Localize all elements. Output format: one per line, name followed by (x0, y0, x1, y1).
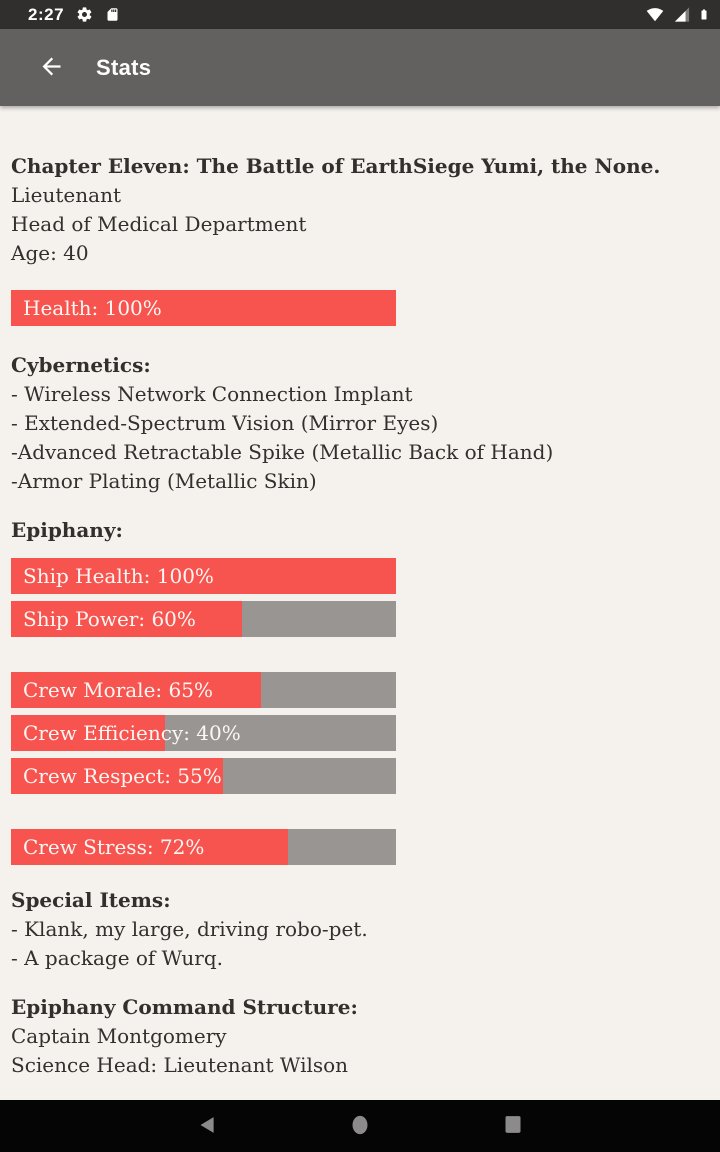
arrow-left-icon (38, 53, 65, 83)
status-bar-left: 2:27 (28, 5, 120, 25)
stat-bar-label: Crew Respect: 55% (23, 764, 222, 788)
stat-bar-label: Health: 100% (23, 296, 162, 320)
stat-bar-fill (11, 672, 262, 708)
ship-bar-group: Ship Health: 100% Ship Power: 60% (11, 558, 396, 637)
cybernetics-item: -Advanced Retractable Spike (Metallic Ba… (11, 440, 554, 464)
android-recents-button[interactable] (437, 1100, 590, 1152)
android-home-button[interactable] (284, 1100, 437, 1152)
character-info: Lieutenant Head of Medical Department Age:… (11, 181, 706, 268)
character-info-line: Lieutenant (11, 183, 121, 207)
app-bar: Stats (0, 29, 720, 106)
sd-card-icon (105, 6, 120, 23)
stat-bar-label: Ship Health: 100% (23, 564, 214, 588)
gear-icon (76, 6, 93, 23)
stat-bar-fill (11, 601, 242, 637)
android-nav-bar (0, 1100, 720, 1152)
command-structure-heading: Epiphany Command Structure: (11, 995, 358, 1019)
stats-content[interactable]: Chapter Eleven: The Battle of EarthSiege… (0, 106, 720, 1100)
back-button[interactable] (31, 48, 71, 88)
command-structure-line: Science Head: Lieutenant Wilson (11, 1053, 349, 1077)
android-home-icon (350, 1113, 370, 1140)
stat-bar-label: Crew Morale: 65% (23, 678, 213, 702)
special-items-list: - Klank, my large, driving robo-pet. - A … (11, 915, 706, 973)
command-structure-section: Epiphany Command Structure: Captain Mont… (11, 993, 706, 1080)
stat-bar: Crew Efficiency: 40% (11, 715, 396, 751)
special-items-heading: Special Items: (11, 888, 171, 912)
android-back-icon (197, 1113, 218, 1140)
stat-bar-fill (11, 558, 396, 594)
status-bar-right (644, 5, 710, 24)
android-back-button[interactable] (131, 1100, 284, 1152)
stress-bar-group: Crew Stress: 72% (11, 829, 396, 865)
cell-signal-icon (673, 6, 691, 23)
stat-bar-label: Crew Efficiency: 40% (23, 721, 241, 745)
stat-bar-fill (11, 715, 165, 751)
page-title: Stats (96, 54, 152, 80)
stat-bar: Ship Health: 100% (11, 558, 396, 594)
android-recents-icon (503, 1113, 523, 1139)
cybernetics-item: - Extended-Spectrum Vision (Mirror Eyes) (11, 411, 439, 435)
stat-bar: Ship Power: 60% (11, 601, 396, 637)
cybernetics-heading: Cybernetics: (11, 353, 151, 377)
special-item: - A package of Wurq. (11, 946, 224, 970)
stat-bar: Crew Respect: 55% (11, 758, 396, 794)
cybernetics-item: -Armor Plating (Metallic Skin) (11, 469, 317, 493)
special-items-section: Special Items: - Klank, my large, drivin… (11, 886, 706, 973)
status-bar: 2:27 (0, 0, 720, 29)
epiphany-heading: Epiphany: (11, 518, 123, 542)
stat-bar-fill (11, 290, 396, 326)
crew-bar-group: Crew Morale: 65% Crew Efficiency: 40% Cr… (11, 672, 396, 794)
chapter-heading: Chapter Eleven: The Battle of EarthSiege… (11, 154, 661, 178)
character-info-line: Age: 40 (11, 241, 89, 265)
command-structure-list: Captain Montgomery Science Head: Lieutena… (11, 1022, 706, 1080)
stat-bar-label: Crew Stress: 72% (23, 835, 205, 859)
stat-bar-fill (11, 758, 223, 794)
battery-icon (698, 5, 710, 24)
stat-bar-label: Ship Power: 60% (23, 607, 196, 631)
stat-bar: Crew Morale: 65% (11, 672, 396, 708)
cybernetics-list: - Wireless Network Connection Implant - E… (11, 380, 706, 496)
stat-bar: Health: 100% (11, 290, 396, 326)
command-structure-line: Captain Montgomery (11, 1024, 227, 1048)
stat-bar: Crew Stress: 72% (11, 829, 396, 865)
wifi-icon (644, 6, 666, 23)
health-bar-group: Health: 100% (11, 290, 396, 326)
special-item: - Klank, my large, driving robo-pet. (11, 917, 368, 941)
cybernetics-section: Cybernetics: - Wireless Network Connecti… (11, 351, 706, 496)
cybernetics-item: - Wireless Network Connection Implant (11, 382, 413, 406)
status-time: 2:27 (28, 4, 65, 24)
stat-bar-fill (11, 829, 289, 865)
character-info-line: Head of Medical Department (11, 212, 307, 236)
